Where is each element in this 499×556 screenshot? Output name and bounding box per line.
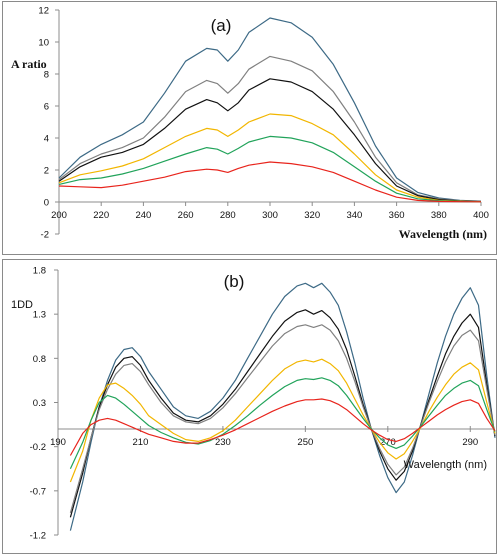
y-tick-label: 0.3 — [33, 398, 46, 409]
series-line-4 — [58, 113, 482, 203]
x-tick-label: 260 — [178, 210, 194, 221]
series-line-1 — [69, 282, 496, 531]
chart-a-y-label: A ratio — [11, 57, 47, 71]
series-line-5 — [69, 377, 496, 470]
chart-b-y-label: 1DD — [11, 299, 33, 311]
chart-a-panel: -2 0 2 4 6 8 10 12 200 220 240 260 280 300 320 340 360 38… — [2, 1, 497, 255]
x-tick-label: 220 — [93, 210, 109, 221]
series-line-1 — [58, 17, 482, 202]
series-line-6 — [58, 161, 482, 203]
x-tick-label: 230 — [215, 437, 231, 448]
x-tick-label: 250 — [297, 437, 313, 448]
y-tick-label: 4 — [44, 134, 49, 145]
chart-a: -2 0 2 4 6 8 10 12 200 220 240 260 280 300 320 340 360 38… — [11, 6, 489, 242]
y-tick-label: 0 — [44, 198, 49, 209]
x-tick-label: 290 — [462, 437, 478, 448]
series-line-4 — [69, 358, 496, 483]
chart-b-x-label: Wavelength (nm) — [404, 459, 487, 471]
x-tick-label: 240 — [135, 210, 151, 221]
series-line-3 — [69, 324, 496, 514]
chart-b-panel: -1.2 -0.7 -0.2 0.3 0.8 1.3 1.8 190 210 230 250 270 2… — [2, 259, 497, 554]
x-tick-label: 280 — [220, 210, 236, 221]
y-tick-label: -0.2 — [30, 442, 46, 453]
y-tick-label: 6 — [44, 102, 49, 113]
x-tick-label: 190 — [50, 437, 66, 448]
series-line-2 — [58, 55, 482, 202]
y-tick-label: 10 — [38, 38, 49, 49]
y-tick-label: 2 — [44, 166, 49, 177]
y-tick-label: 12 — [38, 6, 49, 17]
y-tick-label: 1.8 — [33, 266, 46, 277]
x-tick-label: 270 — [380, 437, 396, 448]
x-tick-label: 400 — [473, 210, 489, 221]
chart-a-x-label: Wavelength (nm) — [399, 227, 487, 241]
y-tick-label: -0.7 — [30, 486, 46, 497]
series-line-2 — [69, 309, 496, 518]
chart-b-title: (b) — [224, 272, 245, 291]
x-tick-label: 360 — [389, 210, 405, 221]
y-tick-label: 1.3 — [33, 310, 46, 321]
y-tick-label: -1.2 — [30, 531, 46, 542]
series-line-6 — [69, 398, 496, 456]
y-tick-label: -2 — [41, 230, 49, 241]
chart-a-title: (a) — [211, 16, 232, 35]
y-tick-label: 0.8 — [33, 354, 46, 365]
series-line-5 — [58, 135, 482, 203]
x-tick-label: 380 — [431, 210, 447, 221]
x-tick-label: 200 — [51, 210, 67, 221]
series-line-3 — [58, 78, 482, 203]
chart-b: -1.2 -0.7 -0.2 0.3 0.8 1.3 1.8 190 210 230 250 270 2… — [11, 266, 496, 542]
y-tick-label: 8 — [44, 70, 49, 81]
x-tick-label: 320 — [304, 210, 320, 221]
x-tick-label: 300 — [262, 210, 278, 221]
x-tick-label: 210 — [133, 437, 149, 448]
x-tick-label: 340 — [346, 210, 362, 221]
